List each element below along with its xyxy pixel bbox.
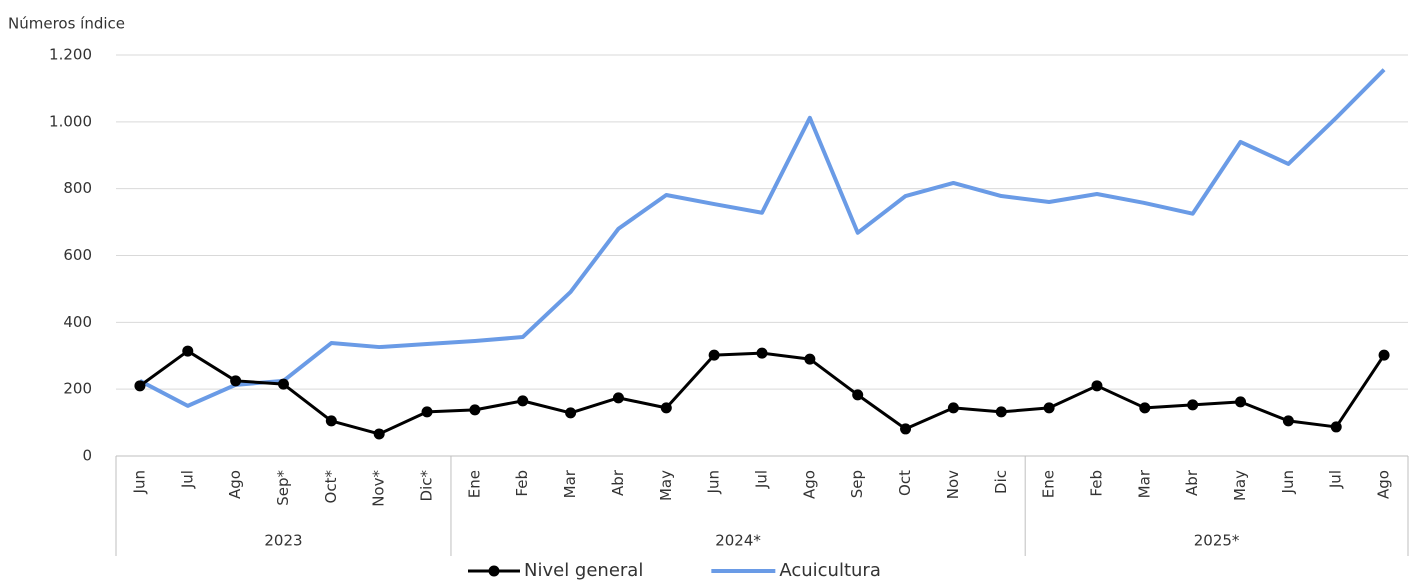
point — [612, 392, 624, 404]
x-tick-label: Jun — [130, 470, 148, 494]
group-label: 2025* — [1194, 532, 1240, 550]
x-tick-label: Dic* — [418, 470, 436, 502]
y-tick-label: 600 — [63, 246, 92, 264]
x-tick-label: Sep — [848, 470, 866, 498]
point — [373, 428, 385, 440]
x-tick-label: Nov — [944, 470, 962, 499]
x-tick-label: May — [1231, 470, 1249, 501]
x-tick-label: Ago — [800, 470, 818, 499]
y-tick-label: 1.000 — [49, 112, 92, 130]
group-label: 2023 — [264, 532, 302, 550]
point — [517, 395, 529, 407]
point — [469, 404, 481, 416]
x-tick-label: Ene — [465, 470, 483, 498]
x-tick-label: Jun — [1279, 470, 1297, 494]
point — [995, 406, 1007, 418]
point — [1187, 399, 1199, 411]
point — [1091, 380, 1103, 392]
x-tick-label: Nov* — [370, 470, 388, 507]
y-tick-label: 800 — [63, 179, 92, 197]
x-tick-label: Mar — [561, 469, 579, 498]
point — [325, 415, 337, 427]
y-tick-label: 400 — [63, 313, 92, 331]
y-tick-label: 0 — [82, 447, 92, 465]
point — [1378, 349, 1390, 361]
x-tick-label: Feb — [1087, 470, 1105, 497]
point — [900, 423, 912, 435]
group-label: 2024* — [715, 532, 761, 550]
point — [182, 345, 194, 357]
point — [804, 353, 816, 365]
y-tick-label: 200 — [63, 380, 92, 398]
point — [565, 407, 577, 419]
x-tick-label: Ago — [226, 470, 244, 499]
x-tick-label: Abr — [1183, 469, 1201, 496]
point — [1282, 415, 1294, 427]
x-tick-label: Ago — [1375, 470, 1393, 499]
legend-label: Nivel general — [524, 560, 643, 581]
y-axis-label: Números índice — [8, 15, 125, 33]
x-tick-label: Feb — [513, 470, 531, 497]
legend-label: Acuicultura — [779, 560, 881, 581]
x-tick-label: Jun — [705, 470, 723, 494]
point — [277, 378, 289, 390]
point — [852, 389, 864, 401]
x-tick-label: Oct — [896, 470, 914, 496]
x-tick-label: Jul — [1327, 470, 1345, 489]
point — [1043, 402, 1055, 414]
point — [660, 402, 672, 414]
series-line — [138, 68, 1386, 408]
point — [134, 380, 146, 392]
x-tick-label: Jul — [178, 470, 196, 489]
x-tick-label: Jul — [753, 470, 771, 489]
x-tick-label: Sep* — [274, 470, 292, 506]
point — [421, 406, 433, 418]
point — [230, 375, 242, 387]
x-tick-label: Abr — [609, 469, 627, 496]
x-tick-label: May — [657, 470, 675, 501]
legend-marker — [488, 565, 500, 577]
point — [947, 402, 959, 414]
x-tick-label: Mar — [1135, 469, 1153, 498]
x-tick-label: Ene — [1040, 470, 1058, 498]
point — [1139, 402, 1151, 414]
x-tick-label: Oct* — [322, 470, 340, 504]
x-tick-label: Dic — [992, 470, 1010, 494]
point — [756, 347, 768, 359]
y-tick-label: 1.200 — [49, 46, 92, 64]
point — [708, 349, 720, 361]
point — [1330, 421, 1342, 433]
point — [1235, 396, 1247, 408]
